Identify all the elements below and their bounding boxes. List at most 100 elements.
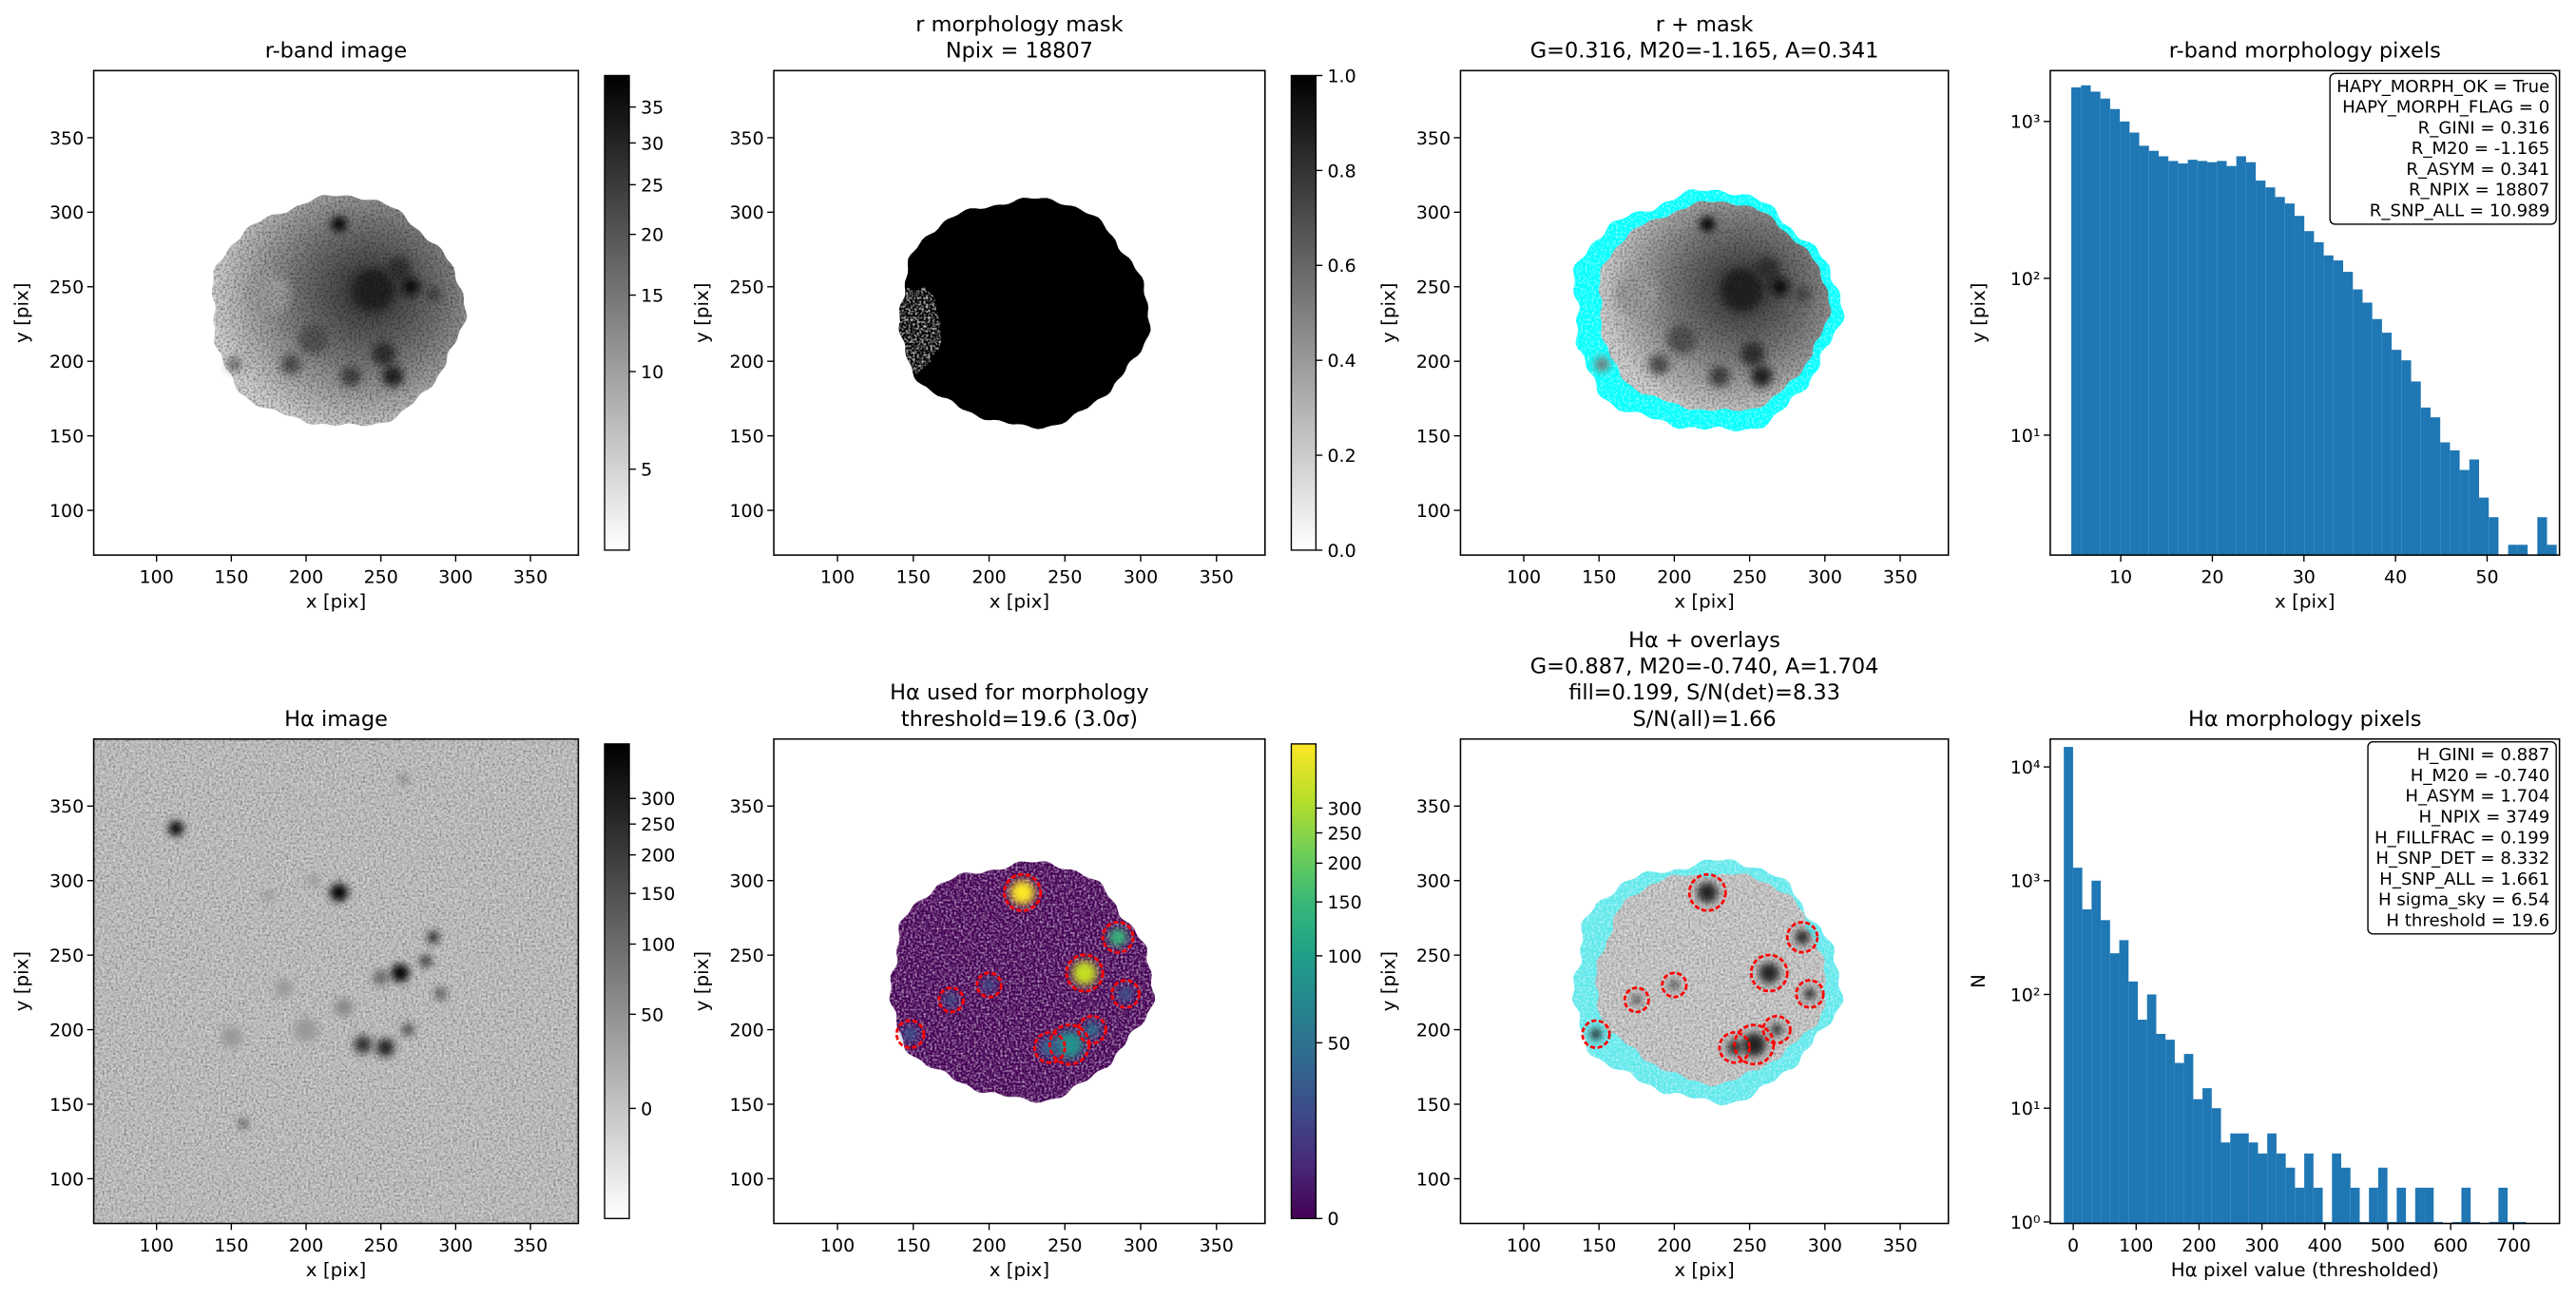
x-tick-label: 150 — [214, 1235, 248, 1256]
x-tick-label: 350 — [1200, 1235, 1234, 1256]
y-tick-label: 10² — [2010, 984, 2041, 1005]
histogram-bar — [2516, 1221, 2527, 1224]
histogram-bar — [2091, 880, 2102, 1224]
histogram-bar — [2420, 407, 2431, 556]
histogram-bar — [2165, 1040, 2175, 1224]
x-tick-label: 200 — [289, 1235, 323, 1256]
histogram-bar — [2396, 1187, 2407, 1224]
annotation-line: H_ASYM = 1.704 — [2405, 787, 2549, 807]
colorbar-tick-label: 0.6 — [1327, 256, 1355, 277]
histogram-bar — [2207, 162, 2218, 556]
chart-title: r-band image — [265, 38, 407, 63]
x-tick-label: 100 — [820, 567, 855, 588]
annotation-line: R_M20 = -1.165 — [2412, 139, 2549, 159]
x-tick-label: 350 — [513, 567, 548, 588]
x-axis-label: x [pix] — [1674, 590, 1734, 612]
histogram-bar — [2343, 272, 2354, 556]
y-tick-label: 350 — [49, 128, 84, 149]
image-feature — [330, 883, 349, 902]
x-axis-label: x [pix] — [990, 590, 1049, 612]
histogram-bar — [2479, 497, 2489, 556]
annotation-line: R_GINI = 0.316 — [2418, 118, 2550, 138]
y-axis-label: y [pix] — [10, 282, 32, 342]
histogram-bar — [2433, 1221, 2444, 1224]
chart-title: Npix = 18807 — [946, 38, 1093, 63]
chart-title: Hα morphology pixels — [2188, 707, 2421, 732]
x-tick-label: 100 — [820, 1235, 855, 1256]
image-feature — [1108, 927, 1127, 946]
x-tick-label: 50 — [2475, 567, 2498, 588]
chart-title: threshold=19.6 (3.0σ) — [901, 707, 1138, 732]
y-tick-label: 200 — [49, 1020, 84, 1041]
colorbar-tick-label: 30 — [641, 133, 663, 154]
histogram-bar — [2332, 1153, 2341, 1224]
histogram-bar — [2508, 544, 2518, 556]
image-feature — [307, 874, 320, 888]
y-tick-label: 150 — [729, 1095, 763, 1116]
histogram-bar — [2424, 1187, 2434, 1224]
y-tick-label: 100 — [49, 1169, 84, 1190]
histogram-bar — [2146, 994, 2157, 1224]
histogram-bar — [2119, 940, 2129, 1224]
x-tick-label: 300 — [1808, 1235, 1842, 1256]
y-axis-label: y [pix] — [691, 282, 713, 342]
colorbar-tick-label: 0.8 — [1327, 161, 1355, 181]
histogram-bar — [2387, 1221, 2397, 1224]
image-feature — [1770, 1023, 1783, 1036]
histogram-bar — [2275, 197, 2285, 556]
histogram-bar — [2459, 469, 2470, 556]
plot-area — [211, 195, 468, 427]
image-feature — [1581, 1019, 1611, 1049]
x-axis-label: Hα pixel value (thresholded) — [2171, 1259, 2439, 1281]
x-tick-label: 300 — [1124, 567, 1158, 588]
histogram-bar — [2362, 302, 2373, 556]
image-feature — [1048, 1023, 1091, 1066]
image-feature — [1759, 962, 1780, 984]
colorbar-tick-label: 150 — [641, 884, 675, 905]
colorbar-tick-label: 50 — [641, 1004, 663, 1025]
histogram-bar — [2440, 442, 2451, 556]
histogram-bar — [2158, 156, 2169, 556]
histogram-bar — [2187, 160, 2198, 556]
image-feature — [1661, 971, 1688, 999]
image-noise — [892, 286, 942, 374]
x-tick-label: 20 — [2201, 567, 2223, 588]
y-tick-label: 250 — [1416, 946, 1451, 966]
histogram-bar — [2350, 1187, 2360, 1224]
image-feature — [398, 774, 409, 784]
y-tick-label: 200 — [729, 1020, 763, 1041]
histogram-bar — [2265, 187, 2276, 556]
x-tick-label: 30 — [2293, 567, 2316, 588]
y-tick-label: 200 — [49, 352, 84, 373]
x-tick-label: 300 — [1124, 1235, 1158, 1256]
y-tick-label: 250 — [49, 277, 84, 298]
image-disk — [898, 198, 1151, 430]
axes-frame — [2049, 69, 2561, 556]
x-tick-label: 100 — [140, 567, 174, 588]
x-axis-label: x [pix] — [306, 1259, 366, 1281]
y-tick-label: 350 — [1416, 796, 1451, 817]
y-tick-label: 100 — [729, 1169, 763, 1190]
histogram-bar — [2359, 1221, 2370, 1224]
x-tick-label: 200 — [1657, 567, 1691, 588]
image-feature — [894, 1019, 926, 1050]
histogram-bar — [2304, 1153, 2314, 1224]
colorbar-tick-label: 150 — [1327, 892, 1361, 913]
colorbar-tick-label: 20 — [641, 225, 663, 246]
histogram-bar — [2168, 161, 2179, 556]
colorbar-tick-label: 200 — [641, 846, 675, 867]
chart-title: Hα used for morphology — [890, 680, 1149, 705]
histogram-bar — [2236, 156, 2246, 556]
image-feature — [1733, 1023, 1776, 1066]
y-tick-label: 300 — [49, 202, 84, 223]
y-tick-label: 300 — [1416, 871, 1451, 892]
chart-title: r-band morphology pixels — [2169, 38, 2441, 63]
y-tick-label: 150 — [1416, 427, 1451, 448]
histogram-bar — [2193, 1098, 2203, 1224]
annotation-line: R_SNP_ALL = 10.989 — [2370, 201, 2549, 220]
histogram-bar — [2109, 108, 2121, 556]
image-feature — [1003, 872, 1043, 912]
histogram-bar — [2323, 255, 2334, 556]
histogram-bar — [2322, 1221, 2333, 1224]
image-noise — [93, 738, 579, 1224]
